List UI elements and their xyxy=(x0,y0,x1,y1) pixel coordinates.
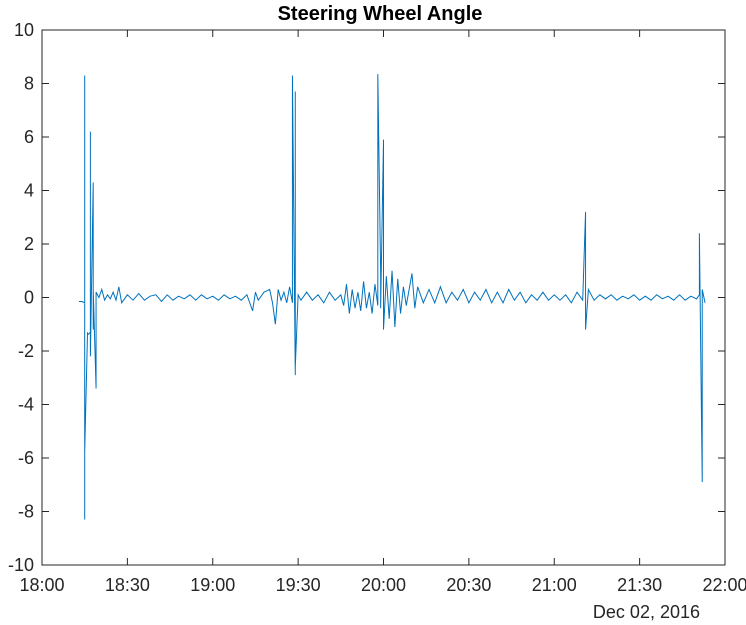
x-tick-label: 21:00 xyxy=(532,575,577,595)
y-tick-label: 0 xyxy=(24,288,34,308)
date-label: Dec 02, 2016 xyxy=(593,602,700,622)
chart-title: Steering Wheel Angle xyxy=(278,3,483,25)
x-tick-label: 18:30 xyxy=(105,575,150,595)
series-line xyxy=(79,74,706,520)
y-tick-label: 10 xyxy=(14,20,34,40)
y-tick-label: -2 xyxy=(18,341,34,361)
x-tick-label: 19:00 xyxy=(190,575,235,595)
x-tick-label: 21:30 xyxy=(617,575,662,595)
x-tick-label: 19:30 xyxy=(276,575,321,595)
y-tick-label: 2 xyxy=(24,234,34,254)
y-tick-label: 8 xyxy=(24,74,34,94)
y-tick-label: -8 xyxy=(18,502,34,522)
x-tick-label: 20:00 xyxy=(361,575,406,595)
y-tick-label: 6 xyxy=(24,127,34,147)
plot-frame xyxy=(41,29,726,566)
x-tick-label: 18:00 xyxy=(19,575,64,595)
x-tick-label: 22:00 xyxy=(702,575,746,595)
y-tick-label: -10 xyxy=(8,555,34,575)
y-ticks: 10 8 6 4 2 0 -2 -4 -6 -8 -10 xyxy=(8,20,725,575)
y-tick-label: -6 xyxy=(18,448,34,468)
x-tick-label: 20:30 xyxy=(446,575,491,595)
y-tick-label: 4 xyxy=(24,181,34,201)
x-ticks: 18:00 18:30 19:00 19:30 20:00 20:30 21:00 21:30… xyxy=(19,30,746,595)
y-tick-label: -4 xyxy=(18,395,34,415)
